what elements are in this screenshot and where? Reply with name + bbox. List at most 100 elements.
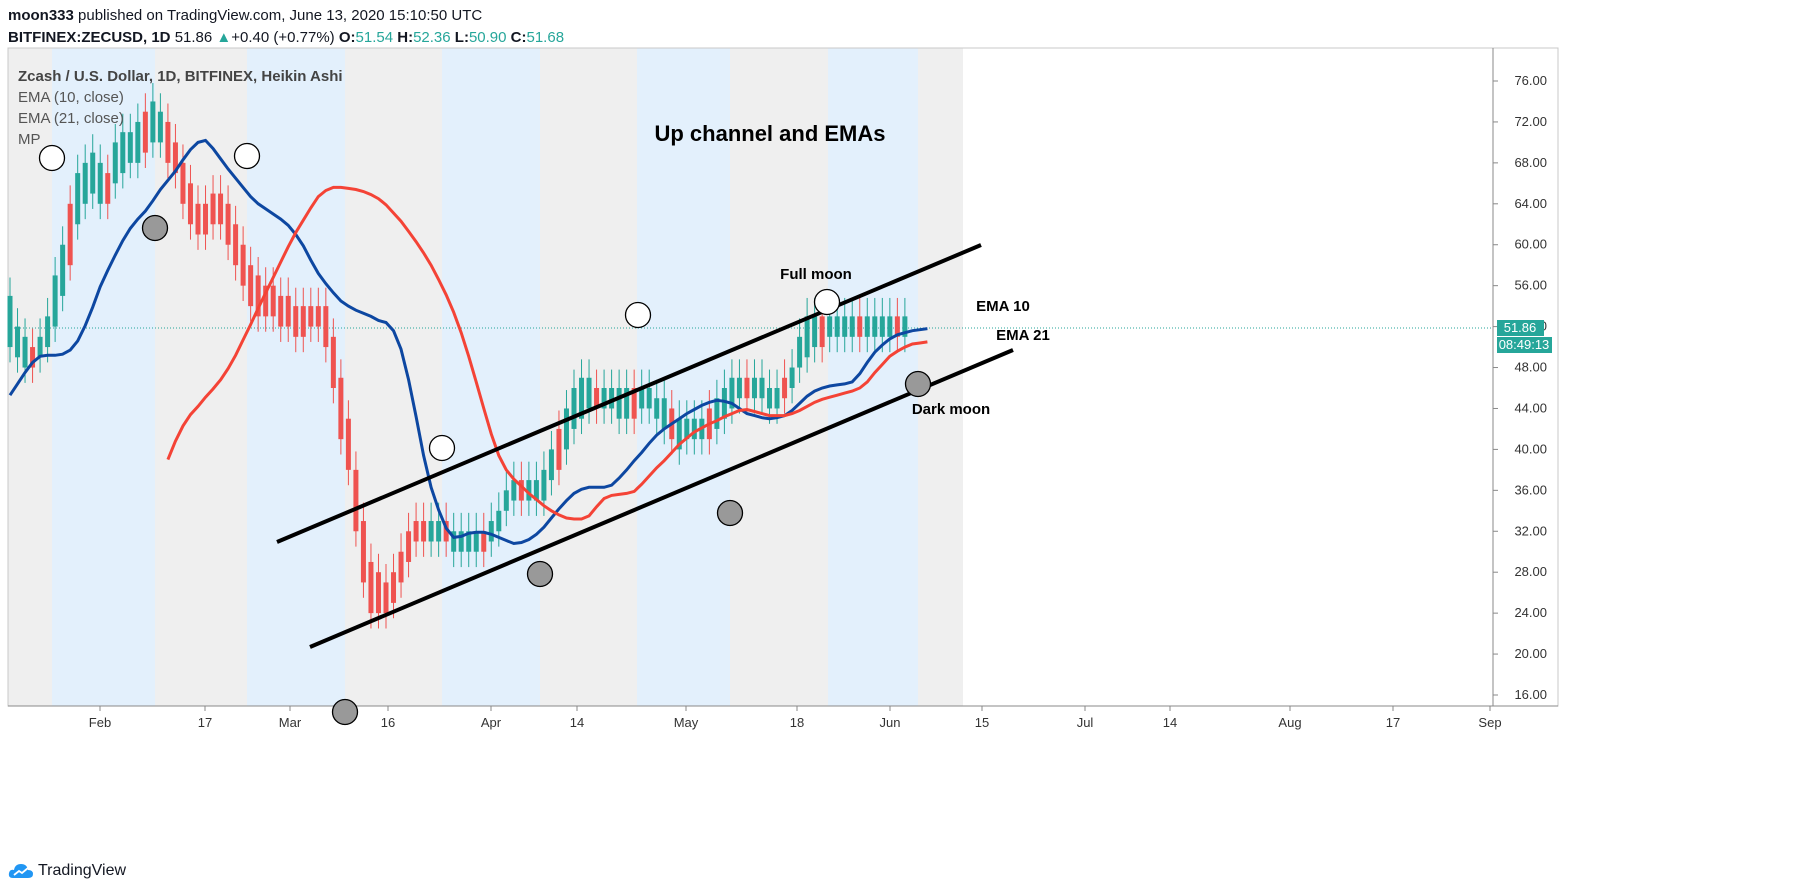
- publish-info: moon333 published on TradingView.com, Ju…: [8, 6, 482, 25]
- candle-43: [330, 336, 336, 388]
- dark-moon-marker-2: [526, 560, 554, 588]
- open-label: O:: [338, 29, 356, 46]
- y-tick-label-4: 60.00: [1514, 237, 1547, 252]
- candle-115: [872, 316, 878, 337]
- candle-60: [458, 531, 464, 552]
- candle-79: [601, 388, 607, 409]
- x-tick-label-2: Mar: [279, 715, 302, 730]
- symbol-name: BITFINEX:ZECUSD, 1D: [8, 29, 171, 46]
- close-label: C:: [510, 29, 527, 46]
- legend-ema10[interactable]: EMA (10, close): [18, 89, 124, 106]
- candle-97: [736, 377, 742, 399]
- candle-25: [195, 203, 201, 235]
- candle-53: [406, 531, 412, 562]
- y-tick-label-12: 28.00: [1514, 564, 1547, 579]
- last-price-tag-label: 51.86: [1504, 320, 1537, 335]
- candle-35: [270, 285, 276, 317]
- x-tick-label-11: 14: [1163, 715, 1177, 730]
- candle-28: [218, 193, 224, 225]
- y-tick-label-1: 72.00: [1514, 114, 1547, 129]
- annotation-1: EMA 10: [976, 298, 1030, 315]
- y-tick-label-2: 68.00: [1514, 155, 1547, 170]
- candle-22: [172, 142, 178, 174]
- legend-mp[interactable]: MP: [18, 131, 41, 148]
- moon-phase-band-5: [442, 48, 540, 706]
- legend-ema21[interactable]: EMA (21, close): [18, 110, 124, 127]
- indicator-legend: Zcash / U.S. Dollar, 1D, BITFINEX, Heiki…: [18, 66, 343, 150]
- candle-45: [345, 418, 351, 470]
- y-tick-label-10: 36.00: [1514, 482, 1547, 497]
- x-tick-label-6: May: [674, 715, 699, 730]
- candle-99: [751, 377, 757, 399]
- moon-phase-band-6: [540, 48, 637, 706]
- y-tick-label-0: 76.00: [1514, 73, 1547, 88]
- candle-5: [45, 316, 51, 348]
- candle-10: [82, 162, 88, 204]
- candle-75: [571, 388, 577, 429]
- high-value: 52.36: [413, 29, 451, 46]
- full-moon-marker-3: [624, 301, 652, 329]
- candle-44: [338, 377, 344, 440]
- candle-24: [187, 183, 193, 225]
- candle-76: [579, 377, 585, 419]
- candle-9: [75, 173, 81, 225]
- candle-40: [308, 306, 314, 327]
- candle-0: [7, 295, 13, 348]
- candle-110: [834, 316, 840, 337]
- candle-20: [157, 111, 163, 143]
- last-price-tag: [1497, 320, 1544, 336]
- x-tick-label-8: Jun: [880, 715, 901, 730]
- full-moon-marker-4: [813, 288, 841, 316]
- ema10-line: [8, 138, 928, 546]
- high-label: H:: [397, 29, 414, 46]
- candle-36: [278, 295, 284, 327]
- candle-39: [300, 306, 306, 337]
- candle-94: [714, 398, 720, 429]
- full-moon-marker-0: [38, 144, 66, 172]
- candle-104: [789, 367, 795, 388]
- candle-82: [624, 388, 630, 419]
- candle-105: [797, 336, 803, 368]
- low-value: 50.90: [468, 29, 507, 46]
- candle-112: [849, 316, 855, 337]
- author-name[interactable]: moon333: [8, 7, 74, 24]
- tradingview-logo[interactable]: TradingView: [8, 862, 126, 880]
- x-tick-label-5: 14: [570, 715, 584, 730]
- x-tick-label-13: 17: [1386, 715, 1400, 730]
- countdown-tag: [1497, 337, 1552, 353]
- candle-15: [120, 132, 126, 174]
- ema21-line: [166, 185, 928, 521]
- candle-101: [767, 388, 773, 409]
- candle-52: [398, 551, 404, 583]
- y-tick-label-3: 64.00: [1514, 196, 1547, 211]
- candle-47: [360, 521, 366, 583]
- candle-106: [804, 316, 810, 358]
- candle-29: [225, 203, 231, 245]
- candle-49: [375, 572, 381, 614]
- open-value: 51.54: [355, 29, 394, 46]
- y-tick-label-5: 56.00: [1514, 278, 1547, 293]
- y-tick-label-9: 40.00: [1514, 441, 1547, 456]
- low-label: L:: [454, 29, 469, 46]
- legend-title[interactable]: Zcash / U.S. Dollar, 1D, BITFINEX, Heiki…: [18, 68, 343, 85]
- candle-32: [248, 265, 254, 307]
- candle-2: [22, 336, 28, 368]
- candle-31: [240, 244, 246, 286]
- candle-56: [428, 521, 434, 542]
- candle-78: [594, 388, 600, 409]
- countdown-tag-label: 08:49:13: [1499, 337, 1550, 352]
- candle-12: [97, 162, 103, 204]
- candle-37: [285, 295, 291, 327]
- x-tick-label-3: 16: [381, 715, 395, 730]
- candle-81: [616, 388, 622, 419]
- y-tick-label-8: 44.00: [1514, 400, 1547, 415]
- candle-68: [518, 480, 524, 501]
- dark-moon-marker-1: [331, 698, 359, 726]
- candle-85: [646, 388, 652, 409]
- candle-19: [150, 101, 156, 143]
- x-tick-label-0: Feb: [89, 715, 111, 730]
- candle-91: [691, 418, 697, 440]
- dark-moon-marker-3: [716, 499, 744, 527]
- candle-61: [466, 531, 472, 552]
